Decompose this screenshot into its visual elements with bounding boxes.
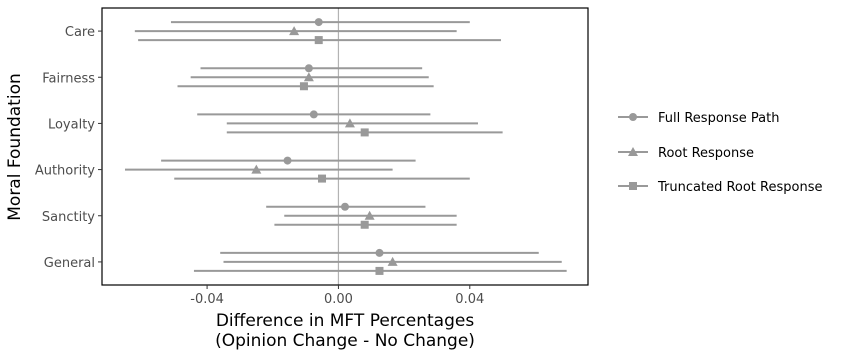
x-tick-label-0: -0.04	[190, 292, 224, 307]
point-sanctity-triangle	[364, 210, 375, 220]
legend-label-square: Truncated Root Response	[657, 180, 822, 195]
data-layer	[124, 18, 567, 275]
plot-panel-border	[101, 7, 589, 286]
point-authority-circle	[283, 156, 292, 165]
point-fairness-triangle	[303, 72, 314, 82]
point-authority-triangle	[251, 164, 262, 174]
y-tick-label-general: General	[44, 256, 95, 271]
point-care-square	[314, 36, 323, 45]
point-fairness-square	[299, 82, 308, 91]
x-tick-label-2: 0.04	[455, 292, 484, 307]
x-axis-title-line1: Difference in MFT Percentages	[216, 311, 475, 331]
point-care-circle	[314, 18, 323, 27]
y-tick-label-care: Care	[65, 25, 95, 40]
point-loyalty-triangle	[344, 118, 355, 128]
x-tick-label-1: 0.00	[324, 292, 353, 307]
point-loyalty-square	[360, 128, 369, 137]
legend-key-triangle-icon	[628, 147, 638, 156]
y-tick-label-sanctity: Sanctity	[42, 210, 95, 225]
legend: Full Response Path Root Response Truncated…	[618, 111, 822, 195]
point-general-square	[375, 266, 384, 275]
legend-label-circle: Full Response Path	[658, 111, 780, 126]
y-tick-label-fairness: Fairness	[42, 71, 95, 86]
legend-key-square-icon	[629, 182, 637, 190]
point-general-circle	[375, 248, 384, 257]
point-fairness-circle	[304, 64, 313, 73]
point-care-triangle	[289, 26, 300, 36]
legend-label-triangle: Root Response	[658, 146, 754, 161]
point-sanctity-square	[360, 220, 369, 229]
y-tick-label-authority: Authority	[35, 164, 95, 179]
point-loyalty-circle	[309, 110, 318, 119]
x-axis-title-line2: (Opinion Change - No Change)	[215, 331, 475, 351]
axis-layer: Care Fairness Loyalty Authority Sanctity Gene…	[35, 7, 589, 307]
y-axis-title: Moral Foundation	[5, 73, 25, 221]
legend-key-circle-icon	[629, 113, 637, 121]
point-authority-square	[318, 174, 327, 183]
point-general-triangle	[387, 256, 398, 266]
y-tick-label-loyalty: Loyalty	[48, 117, 95, 132]
point-sanctity-circle	[341, 202, 349, 211]
